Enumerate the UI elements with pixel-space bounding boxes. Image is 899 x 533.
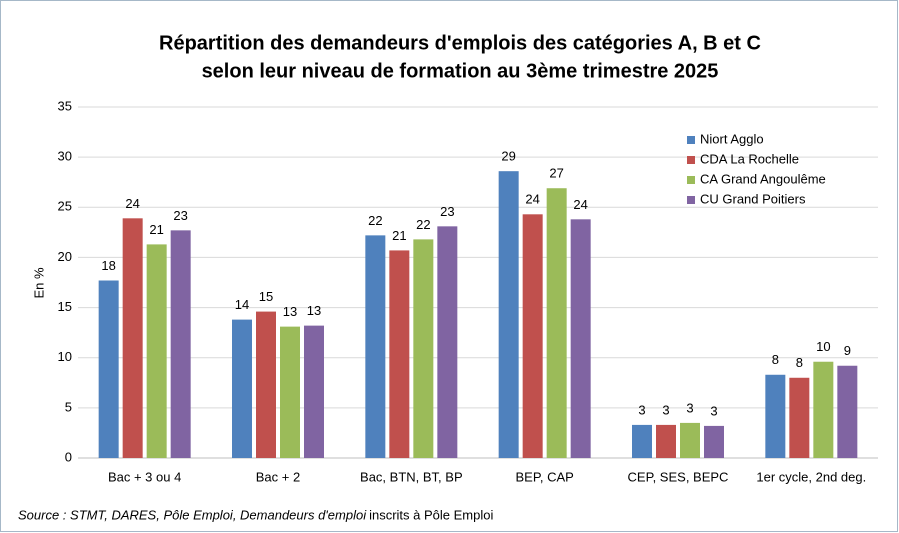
data-label: 27 (549, 166, 563, 181)
data-label: 14 (235, 297, 249, 312)
bar (437, 226, 458, 458)
bar (837, 365, 858, 458)
data-label: 24 (573, 197, 587, 212)
data-label: 23 (440, 204, 454, 219)
y-tick-label: 15 (58, 299, 72, 314)
legend-label: CA Grand Angoulême (700, 171, 826, 186)
data-label: 9 (844, 343, 851, 358)
y-axis-label: En % (31, 267, 46, 299)
data-label: 24 (525, 192, 539, 207)
bar (680, 422, 700, 458)
bar (98, 280, 119, 458)
bar (656, 424, 676, 458)
legend-label: Niort Agglo (700, 131, 764, 146)
legend-swatch (687, 136, 695, 144)
legend-swatch (687, 156, 695, 164)
data-label: 22 (416, 217, 430, 232)
bar (413, 239, 434, 458)
data-label: 24 (125, 196, 139, 211)
data-label: 3 (662, 402, 669, 417)
bar (365, 235, 386, 458)
source: Source : STMT, DARES, Pôle Emploi, Deman… (18, 507, 367, 522)
bar (765, 374, 786, 458)
y-tick-label: 5 (65, 399, 72, 414)
data-label: 13 (307, 303, 321, 318)
bar (546, 188, 567, 458)
data-label: 21 (149, 222, 163, 237)
data-label: 15 (259, 289, 273, 304)
bar (170, 230, 191, 458)
bar (146, 244, 167, 458)
x-tick-label: 1er cycle, 2nd deg. (756, 469, 866, 484)
data-label: 3 (638, 402, 645, 417)
bar (570, 219, 591, 458)
bar (789, 377, 810, 458)
source: inscrits à Pôle Emploi (369, 507, 493, 522)
legend-swatch (687, 196, 695, 204)
legend-label: CDA La Rochelle (700, 151, 799, 166)
x-tick-label: CEP, SES, BEPC (628, 469, 729, 484)
x-tick-label: Bac, BTN, BT, BP (360, 469, 463, 484)
bar (813, 361, 834, 458)
data-label: 18 (101, 258, 115, 273)
data-label: 8 (772, 352, 779, 367)
data-label: 3 (686, 400, 693, 415)
x-tick-label: Bac + 2 (256, 469, 300, 484)
data-label: 21 (392, 228, 406, 243)
data-label: 22 (368, 213, 382, 228)
bar (632, 424, 652, 458)
bar (704, 425, 724, 458)
y-tick-label: 10 (58, 349, 72, 364)
bar (256, 311, 276, 458)
data-label: 29 (501, 149, 515, 164)
bar (389, 250, 410, 458)
chart-title: Répartition des demandeurs d'emplois des… (159, 32, 761, 54)
bar (280, 326, 300, 458)
data-label: 8 (796, 355, 803, 370)
bar (304, 325, 324, 458)
chart-title: selon leur niveau de formation au 3ème t… (202, 60, 719, 82)
bar (522, 214, 543, 458)
y-tick-label: 30 (58, 149, 72, 164)
y-tick-label: 0 (65, 449, 72, 464)
x-tick-label: Bac + 3 ou 4 (108, 469, 181, 484)
legend-swatch (687, 176, 695, 184)
bar (232, 319, 252, 458)
data-label: 23 (173, 208, 187, 223)
data-label: 10 (816, 339, 830, 354)
bar (122, 218, 143, 458)
y-tick-label: 20 (58, 249, 72, 264)
x-tick-label: BEP, CAP (516, 469, 574, 484)
bar (498, 171, 519, 458)
data-label: 13 (283, 304, 297, 319)
y-tick-label: 25 (58, 199, 72, 214)
legend-label: CU Grand Poitiers (700, 191, 806, 206)
data-label: 3 (710, 403, 717, 418)
y-tick-label: 35 (58, 98, 72, 113)
